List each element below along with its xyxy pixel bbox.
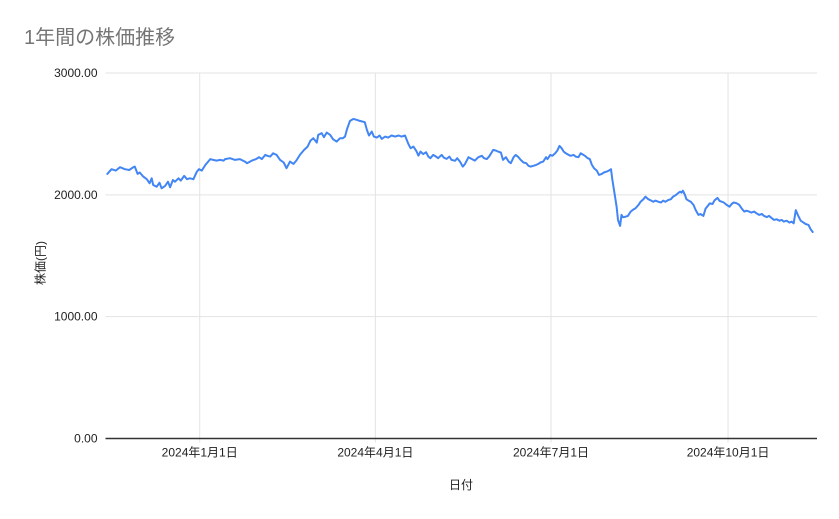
x-tick-label: 2024年10月1日	[687, 446, 770, 460]
x-tick-label: 2024年7月1日	[513, 446, 589, 460]
y-tick-label: 1000.00	[54, 310, 98, 324]
y-tick-label: 2000.00	[54, 188, 98, 202]
y-axis-title: 株価(円)	[33, 241, 48, 285]
chart-title: 1年間の株価推移	[24, 27, 176, 49]
x-tick-label: 2024年4月1日	[337, 446, 413, 460]
x-axis-title: 日付	[448, 478, 474, 492]
x-tick-label: 2024年1月1日	[162, 446, 238, 460]
price-line	[106, 117, 814, 233]
y-tick-label: 0.00	[74, 432, 98, 446]
y-tick-label: 3000.00	[54, 66, 98, 80]
